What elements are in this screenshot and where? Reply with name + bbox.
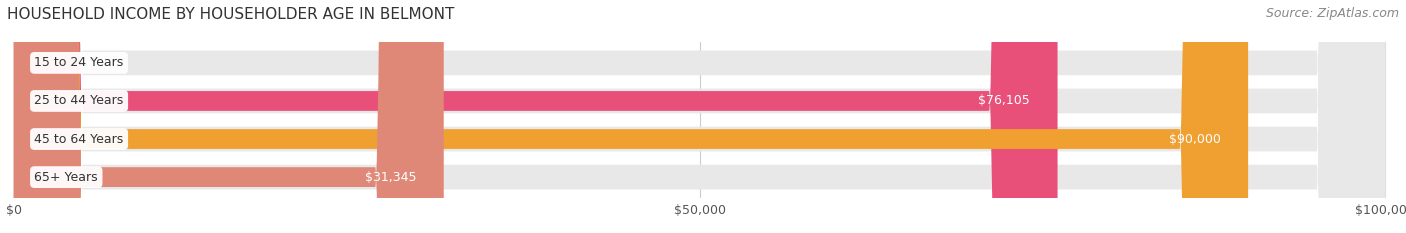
FancyBboxPatch shape: [14, 0, 1385, 233]
Text: $31,345: $31,345: [364, 171, 416, 184]
Text: HOUSEHOLD INCOME BY HOUSEHOLDER AGE IN BELMONT: HOUSEHOLD INCOME BY HOUSEHOLDER AGE IN B…: [7, 7, 454, 22]
Text: Source: ZipAtlas.com: Source: ZipAtlas.com: [1265, 7, 1399, 20]
Text: $0: $0: [69, 56, 84, 69]
Text: $76,105: $76,105: [979, 94, 1031, 107]
FancyBboxPatch shape: [14, 0, 1385, 233]
FancyBboxPatch shape: [14, 0, 1057, 233]
FancyBboxPatch shape: [14, 0, 444, 233]
Text: 45 to 64 Years: 45 to 64 Years: [35, 133, 124, 146]
Text: 25 to 44 Years: 25 to 44 Years: [35, 94, 124, 107]
FancyBboxPatch shape: [14, 0, 1385, 233]
FancyBboxPatch shape: [14, 0, 1249, 233]
FancyBboxPatch shape: [14, 0, 48, 233]
Text: 15 to 24 Years: 15 to 24 Years: [35, 56, 124, 69]
Text: $90,000: $90,000: [1168, 133, 1220, 146]
Text: 65+ Years: 65+ Years: [35, 171, 98, 184]
FancyBboxPatch shape: [14, 0, 1385, 233]
